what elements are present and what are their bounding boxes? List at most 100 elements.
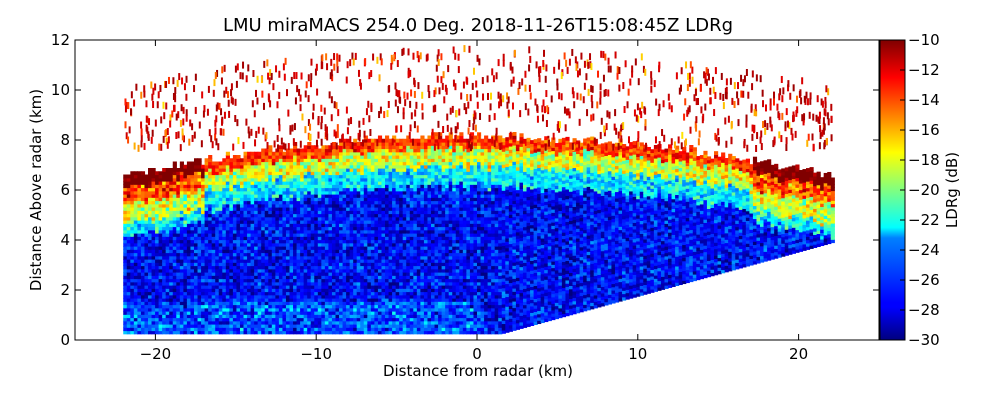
radar-cell <box>186 320 192 325</box>
radar-cell <box>406 187 411 192</box>
radar-cell <box>335 272 340 276</box>
radar-cell <box>353 194 358 198</box>
radar-cell <box>190 233 195 237</box>
radar-cell <box>307 158 312 163</box>
radar-cell <box>300 155 305 159</box>
radar-cell <box>193 317 199 322</box>
radar-cell <box>317 148 322 153</box>
radar-cell <box>423 213 429 218</box>
radar-cell <box>346 223 351 228</box>
radar-cell <box>374 184 379 189</box>
radar-cell <box>264 161 269 166</box>
radar-cell <box>165 203 170 208</box>
radar-cell <box>271 314 276 319</box>
radar-cell <box>215 272 220 276</box>
radar-cell <box>303 246 308 250</box>
radar-cell <box>399 242 404 247</box>
radar-cell <box>218 291 223 296</box>
radar-cell <box>268 229 273 234</box>
radar-cell <box>176 252 181 257</box>
radar-cell <box>293 262 298 267</box>
radar-cell <box>208 168 213 172</box>
radar-cell <box>416 317 421 322</box>
radar-cell <box>229 236 234 241</box>
radar-cell <box>377 213 383 218</box>
radar-cell <box>423 216 429 221</box>
radar-cell <box>331 324 337 328</box>
radar-cell <box>413 181 418 185</box>
radar-cell <box>416 246 421 250</box>
radar-cell <box>416 307 421 312</box>
radar-cell <box>232 236 238 241</box>
radar-cell <box>406 330 411 335</box>
radar-cell <box>431 174 436 179</box>
radar-cell <box>324 252 330 257</box>
radar-cell <box>413 278 418 283</box>
radar-cell <box>193 229 199 234</box>
radar-cell <box>317 155 322 159</box>
radar-cell <box>268 330 273 335</box>
radar-cell <box>314 288 319 293</box>
radar-cell <box>342 272 347 276</box>
radar-cell <box>289 327 294 332</box>
radar-cell <box>420 275 425 280</box>
radar-cell <box>201 168 206 172</box>
radar-cell <box>197 259 202 263</box>
radar-cell <box>176 229 181 234</box>
radar-cell <box>427 197 432 202</box>
radar-cell <box>176 249 181 254</box>
radar-cell <box>222 200 227 205</box>
radar-cell <box>349 223 354 228</box>
radar-cell <box>268 171 273 176</box>
radar-cell <box>406 184 411 189</box>
radar-cell <box>229 272 234 276</box>
radar-cell <box>431 207 436 211</box>
radar-cell <box>222 268 227 273</box>
radar-cell <box>342 265 347 270</box>
radar-cell <box>148 275 153 280</box>
radar-cell <box>264 291 269 296</box>
radar-cell <box>353 220 358 224</box>
radar-cell <box>427 259 432 263</box>
radar-cell <box>303 281 308 286</box>
radar-cell <box>349 194 354 198</box>
radar-cell <box>275 281 280 286</box>
radar-cell <box>324 288 330 293</box>
radar-cell <box>321 268 326 273</box>
radar-cell <box>356 314 361 319</box>
radar-cell <box>155 236 160 241</box>
radar-cell <box>356 236 361 241</box>
radar-cell <box>257 281 262 286</box>
radar-cell <box>144 278 149 283</box>
radar-cell <box>370 255 376 260</box>
radar-cell <box>363 320 368 325</box>
radar-cell <box>367 184 372 189</box>
radar-cell <box>406 216 411 221</box>
radar-cell <box>307 190 312 195</box>
radar-cell <box>165 255 170 260</box>
radar-cell <box>275 216 280 221</box>
radar-cell <box>385 294 390 299</box>
radar-cell <box>225 294 230 299</box>
radar-cell <box>328 311 333 315</box>
radar-cell <box>285 320 291 325</box>
radar-cell <box>353 171 358 176</box>
radar-cell <box>367 148 372 153</box>
radar-cell <box>293 298 298 302</box>
radar-cell <box>222 164 227 169</box>
radar-cell <box>282 223 287 228</box>
radar-cell <box>388 324 393 328</box>
radar-cell <box>381 226 386 231</box>
radar-cell <box>307 259 312 263</box>
radar-cell <box>431 278 436 283</box>
radar-cell <box>130 307 135 312</box>
radar-cell <box>193 268 199 273</box>
radar-cell <box>314 210 319 215</box>
radar-cell <box>349 291 354 296</box>
radar-cell <box>126 223 131 228</box>
radar-cell <box>385 161 390 166</box>
radar-cell <box>239 307 245 312</box>
radar-cell <box>427 265 432 270</box>
radar-cell <box>123 294 128 299</box>
radar-cell <box>172 174 177 179</box>
